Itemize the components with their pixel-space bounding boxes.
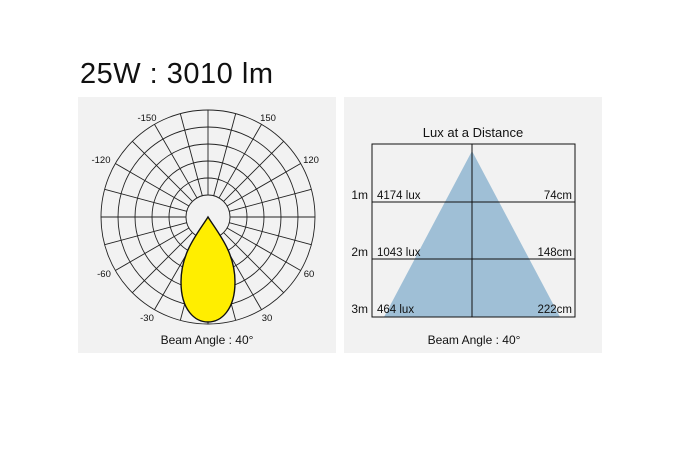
polar-grid-spoke-285 (104, 188, 187, 212)
angle-label-minus-120: -120 (91, 155, 110, 166)
lux-value-3m: 464 lux (377, 304, 414, 316)
diameter-value-1m: 74cm (544, 190, 572, 202)
beam-shape (180, 215, 236, 323)
lux-distance-panel: Lux at a Distance 1m 4174 lux 74cm 2m 10… (344, 97, 602, 353)
page-title: 25W : 3010 lm (80, 58, 274, 90)
polar-diagram: -150 150 -120 120 -60 60 -30 30 Beam Ang… (91, 109, 319, 347)
angle-label-minus-150: -150 (137, 113, 156, 124)
polar-grid-spoke-45 (223, 141, 284, 202)
polar-grid-spoke-15 (213, 113, 237, 196)
angle-label-120: 120 (303, 155, 319, 166)
distance-label-1m: 1m (351, 188, 368, 202)
angle-label-150: 150 (260, 113, 276, 124)
distance-label-3m: 3m (351, 302, 368, 316)
distance-label-2m: 2m (351, 245, 368, 259)
diameter-value-3m: 222cm (537, 304, 572, 316)
angle-label-minus-30: -30 (140, 313, 154, 324)
polar-grid-spoke-135 (223, 232, 284, 293)
lux-grid-frame (371, 143, 576, 318)
lux-grid (371, 143, 576, 318)
angle-label-30: 30 (262, 313, 273, 324)
diameter-value-2m: 148cm (537, 247, 572, 259)
angle-label-minus-60: -60 (97, 269, 111, 280)
polar-beam-angle-label: Beam Angle : 40° (161, 333, 254, 347)
polar-grid-spoke-315 (132, 141, 193, 202)
polar-grid-spoke-240 (115, 227, 190, 271)
lux-diagram-title: Lux at a Distance (423, 125, 523, 140)
polar-grid-spoke-345 (179, 113, 203, 196)
lux-value-2m: 1043 lux (377, 247, 421, 259)
polar-grid-spoke-300 (115, 163, 190, 207)
polar-grid-spoke-60 (226, 163, 301, 207)
polar-grid-spoke-255 (104, 222, 187, 246)
polar-diagram-panel: -150 150 -120 120 -60 60 -30 30 Beam Ang… (78, 97, 336, 353)
polar-grid-spoke-120 (226, 227, 301, 271)
polar-grid-spoke-30 (218, 124, 262, 199)
lux-beam-angle-label: Beam Angle : 40° (428, 333, 521, 347)
lux-value-1m: 4174 lux (377, 190, 421, 202)
polar-grid-spoke-105 (229, 222, 312, 246)
polar-grid-spoke-330 (154, 124, 198, 199)
polar-grid-spoke-75 (229, 188, 312, 212)
lux-distance-diagram: Lux at a Distance 1m 4174 lux 74cm 2m 10… (351, 125, 576, 347)
polar-grid-spoke-225 (132, 232, 193, 293)
angle-label-60: 60 (304, 269, 315, 280)
